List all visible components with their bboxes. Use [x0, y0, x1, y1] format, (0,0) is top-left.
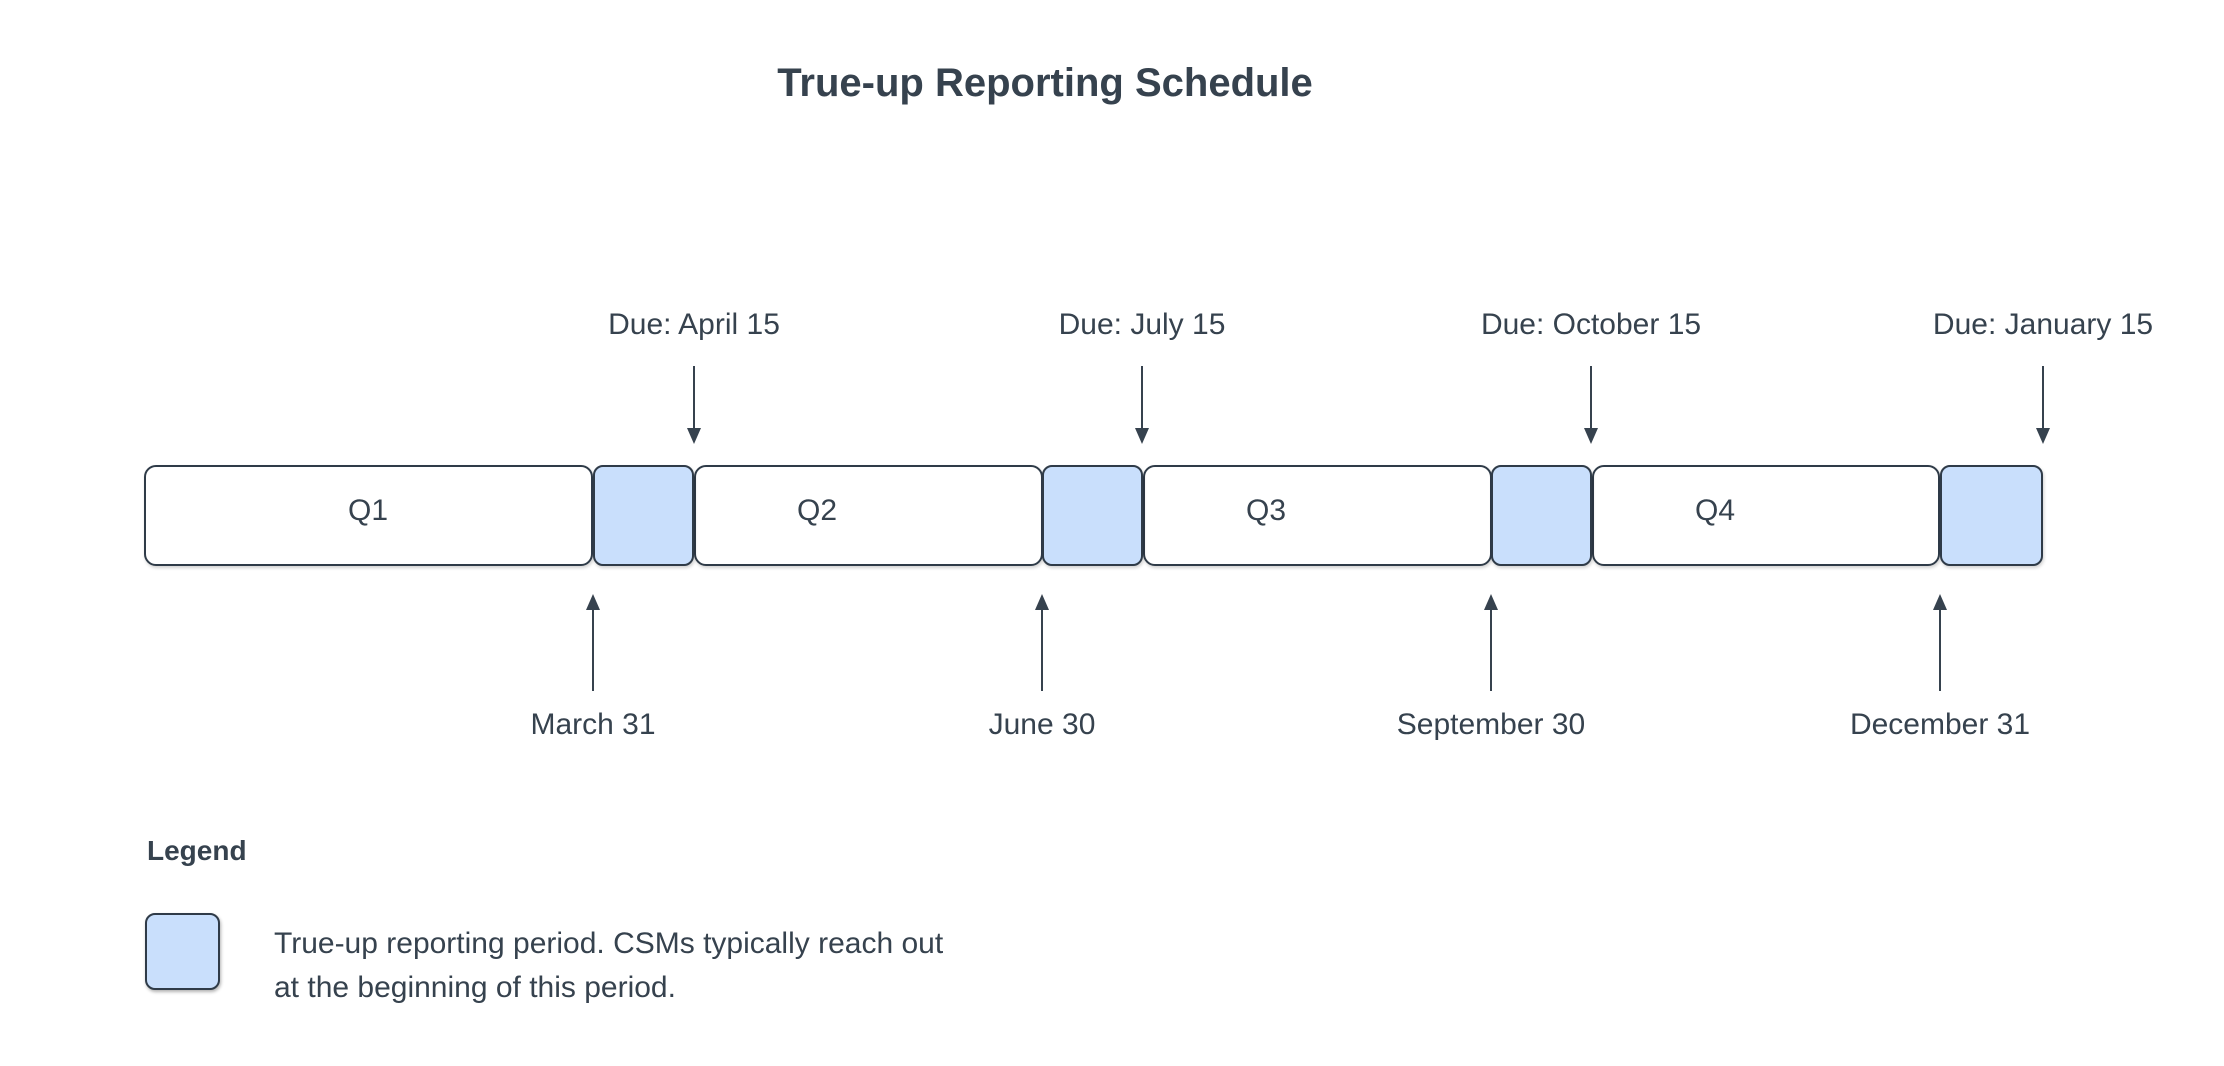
- up-arrowhead-icon: [1035, 594, 1049, 610]
- quarter-label-q4: Q4: [1694, 494, 1736, 527]
- up-arrowhead-icon: [1484, 594, 1498, 610]
- down-arrow-icon: [1141, 366, 1143, 428]
- down-arrowhead-icon: [687, 428, 701, 444]
- down-arrowhead-icon: [1584, 428, 1598, 444]
- up-arrow-icon: [592, 610, 594, 691]
- trueup-period-box-4: [1940, 465, 2043, 566]
- quarter-box-q4: [1592, 465, 1940, 566]
- due-date-label-q2: Due: July 15: [1058, 308, 1226, 341]
- down-arrow-icon: [693, 366, 695, 428]
- page-title: True-up Reporting Schedule: [777, 61, 1313, 105]
- down-arrowhead-icon: [1135, 428, 1149, 444]
- legend-swatch-trueup-period: [145, 913, 220, 990]
- legend-description: True-up reporting period. CSMs typically…: [274, 927, 944, 1004]
- legend-heading: Legend: [147, 835, 247, 866]
- quarter-label-q2: Q2: [796, 494, 838, 527]
- quarter-end-label-q1: March 31: [530, 708, 656, 741]
- due-date-label-q1: Due: April 15: [608, 308, 780, 341]
- up-arrow-icon: [1939, 610, 1941, 691]
- down-arrowhead-icon: [2036, 428, 2050, 444]
- down-arrow-icon: [1590, 366, 1592, 428]
- quarter-box-q2: [694, 465, 1043, 566]
- quarter-label-q3: Q3: [1245, 494, 1287, 527]
- trueup-period-box-1: [593, 465, 694, 566]
- down-arrow-icon: [2042, 366, 2044, 428]
- quarter-end-label-q4: December 31: [1849, 708, 2031, 741]
- quarter-end-label-q2: June 30: [988, 708, 1096, 741]
- due-date-label-q3: Due: October 15: [1480, 308, 1702, 341]
- up-arrowhead-icon: [1933, 594, 1947, 610]
- trueup-period-box-2: [1042, 465, 1143, 566]
- due-date-label-q4: Due: January 15: [1932, 308, 2154, 341]
- trueup-period-box-3: [1491, 465, 1592, 566]
- up-arrow-icon: [1041, 610, 1043, 691]
- quarter-box-q1: [144, 465, 593, 566]
- quarter-box-q3: [1143, 465, 1492, 566]
- up-arrowhead-icon: [586, 594, 600, 610]
- quarter-end-label-q3: September 30: [1396, 708, 1586, 741]
- quarter-label-q1: Q1: [347, 494, 389, 527]
- up-arrow-icon: [1490, 610, 1492, 691]
